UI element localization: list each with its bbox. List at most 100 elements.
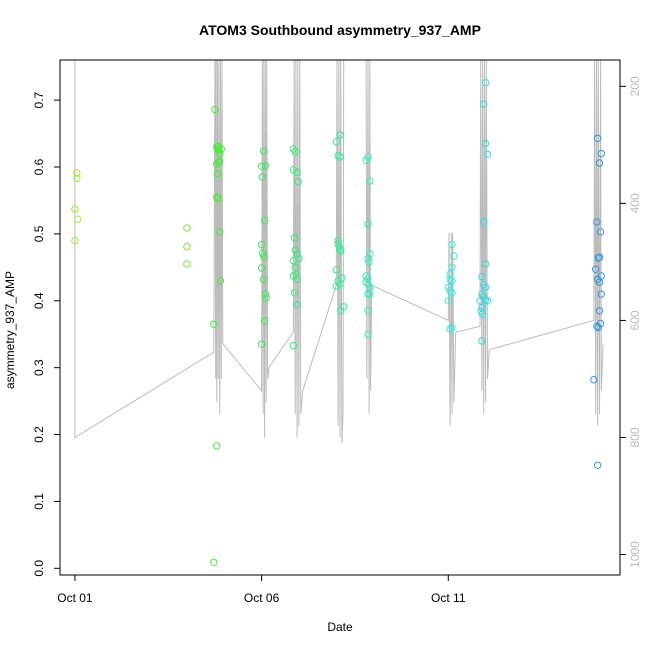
data-point — [483, 150, 492, 159]
data-point — [364, 290, 372, 298]
data-point — [258, 173, 266, 181]
data-point — [257, 340, 266, 348]
data-point — [216, 277, 225, 285]
data-point — [593, 218, 601, 226]
data-point — [593, 134, 602, 143]
data-point — [478, 273, 486, 281]
data-point — [293, 250, 301, 258]
data-point — [450, 252, 458, 260]
data-point — [337, 247, 345, 256]
data-point — [183, 260, 191, 268]
data-points-layer — [71, 79, 605, 566]
data-point — [334, 151, 342, 160]
data-point — [478, 310, 487, 318]
y-axis-label: asymmetry_937_AMP — [3, 271, 17, 389]
data-point — [183, 242, 191, 251]
x-axis-label: Date — [327, 620, 353, 634]
data-point — [213, 193, 221, 201]
data-point — [336, 280, 344, 288]
data-point — [294, 178, 302, 186]
data-point — [259, 147, 268, 155]
data-point — [364, 220, 372, 228]
data-point — [262, 294, 270, 302]
data-point — [291, 246, 299, 254]
data-point — [183, 224, 191, 232]
y-tick-label: 0.3 — [32, 359, 46, 376]
data-point — [73, 174, 81, 183]
axes-layer: 0.0 0.1 0.2 0.3 0.4 0.5 0.6 0.7 200 400 600 800 1000… — [32, 59, 642, 605]
data-point — [336, 131, 344, 139]
y-tick-label: 0.6 — [32, 158, 46, 175]
data-point — [295, 254, 303, 263]
data-point — [448, 289, 456, 297]
y-tick-label: 0.5 — [32, 225, 46, 242]
data-point — [340, 303, 348, 311]
data-point — [216, 228, 224, 236]
data-point — [293, 168, 301, 177]
y2-tick-label: 1000 — [628, 541, 642, 568]
secondary-line — [74, 59, 604, 444]
data-point — [215, 158, 224, 166]
data-point — [210, 320, 218, 328]
data-point — [217, 145, 226, 153]
data-point — [448, 263, 456, 271]
data-point — [595, 307, 604, 315]
data-point — [293, 275, 301, 284]
data-point — [293, 301, 301, 309]
data-point — [291, 147, 299, 156]
data-point — [595, 278, 604, 286]
data-point — [366, 290, 374, 298]
data-point — [597, 290, 605, 298]
data-point — [364, 307, 372, 315]
data-point — [480, 293, 488, 301]
y-tick-label: 0.7 — [32, 91, 46, 108]
data-point — [210, 558, 218, 566]
data-point — [213, 160, 221, 169]
data-point — [446, 325, 454, 333]
secondary-line-layer — [74, 59, 604, 444]
data-point — [213, 170, 222, 178]
data-point — [594, 323, 602, 332]
data-point — [71, 236, 79, 245]
y2-tick-label: 600 — [628, 310, 642, 330]
data-point — [214, 194, 222, 203]
data-point — [215, 158, 223, 167]
chart-title: ATOM3 Southbound asymmetry_937_AMP — [199, 22, 481, 38]
data-point — [260, 252, 268, 261]
plot-frame — [59, 59, 621, 576]
data-point — [332, 137, 340, 146]
data-point — [73, 215, 82, 223]
data-point — [476, 297, 484, 305]
data-point — [261, 290, 269, 298]
data-point — [594, 254, 602, 262]
data-point — [362, 278, 370, 286]
data-point — [332, 266, 340, 274]
data-point — [480, 100, 488, 108]
data-point — [364, 254, 372, 263]
data-point — [481, 283, 490, 292]
data-point — [365, 258, 373, 266]
data-point — [364, 153, 372, 161]
data-point — [259, 275, 268, 284]
data-point — [481, 79, 490, 87]
data-point — [590, 376, 598, 384]
data-point — [448, 277, 456, 285]
data-point — [213, 442, 221, 450]
data-point — [444, 297, 452, 305]
data-point — [289, 341, 297, 350]
y2-tick-label: 200 — [628, 76, 642, 96]
data-point — [71, 205, 79, 213]
data-point — [257, 240, 266, 249]
data-point — [211, 105, 219, 114]
data-point — [257, 264, 266, 272]
data-point — [364, 330, 372, 338]
x-tick-label: Oct 01 — [57, 591, 93, 605]
data-point — [478, 337, 486, 345]
data-point — [595, 253, 604, 261]
data-point — [261, 162, 269, 170]
data-point — [448, 240, 456, 249]
y-tick-label: 0.1 — [32, 493, 46, 510]
data-point — [366, 177, 374, 185]
data-point — [260, 216, 269, 225]
